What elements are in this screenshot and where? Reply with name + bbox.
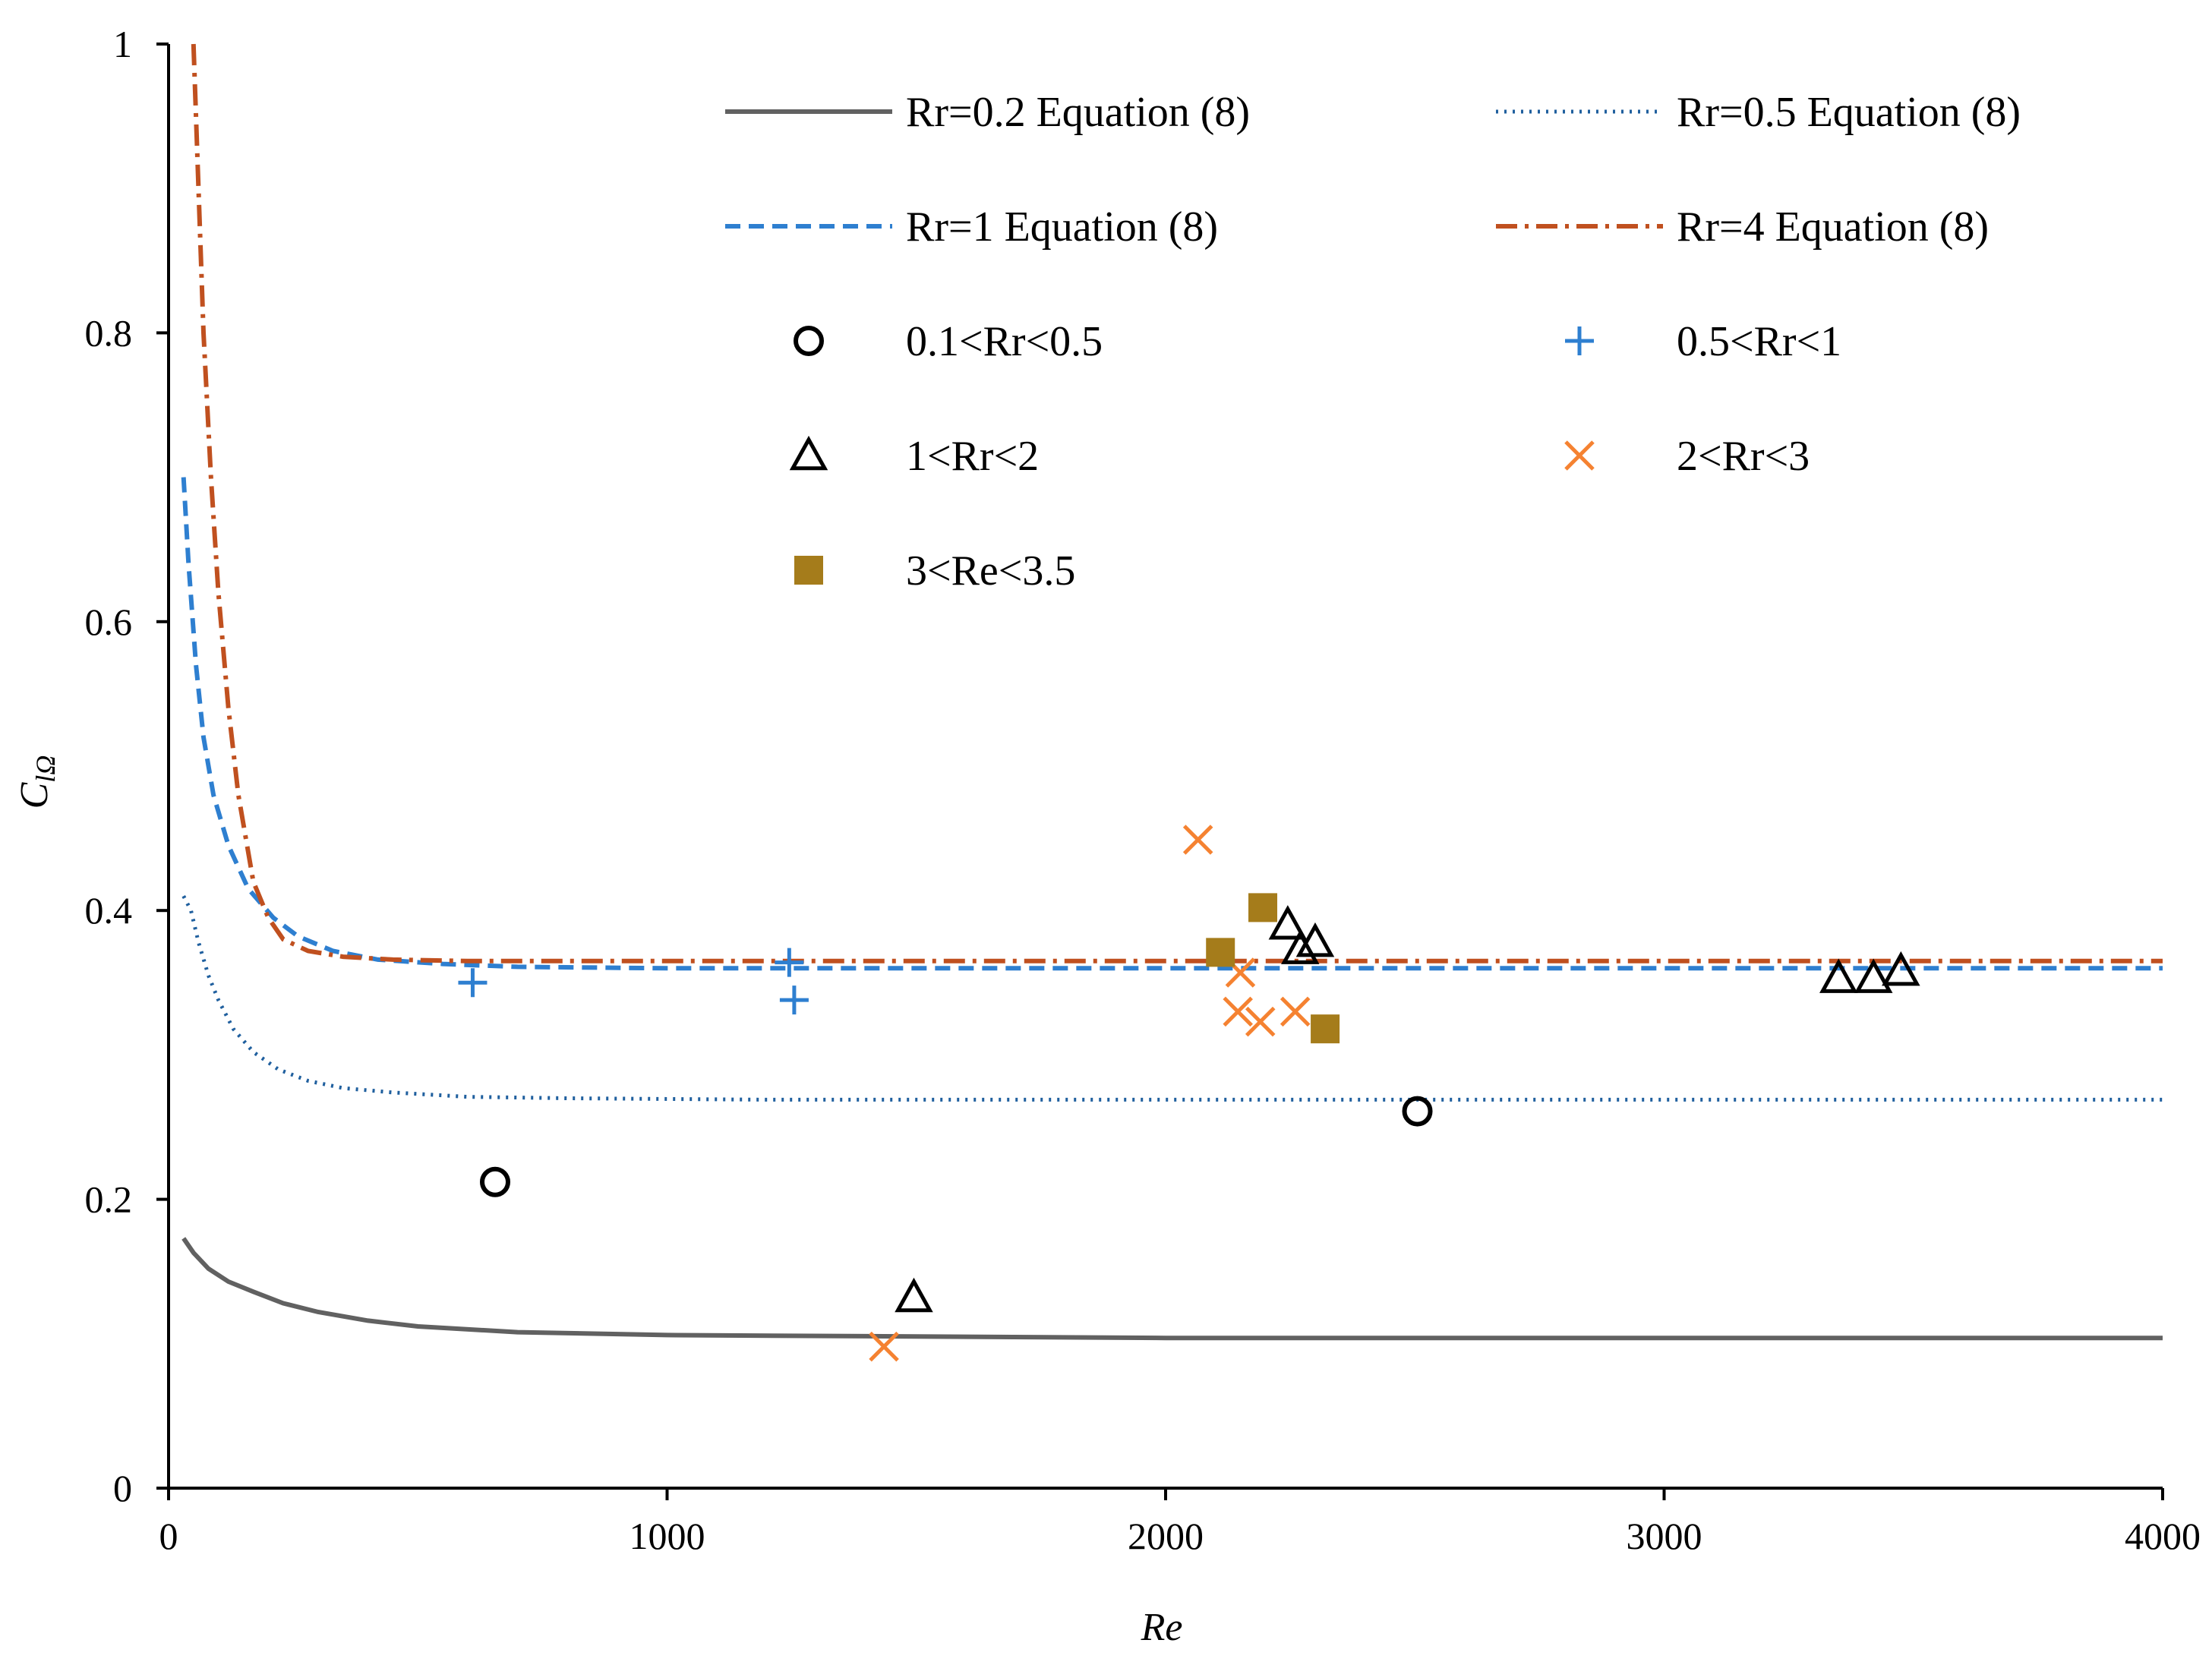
legend-marker-plus (1565, 326, 1594, 355)
data-point-triangle-5 (1819, 958, 1858, 993)
data-point-triangle-6 (1854, 958, 1893, 993)
data-point-square-2 (1248, 893, 1278, 922)
legend-marker-triangle (789, 435, 828, 471)
legend-marker-circle (794, 326, 824, 356)
plot-lines (181, 43, 2163, 1341)
legend-label: Rr=4 Equation (8) (1677, 203, 1989, 251)
legend-marker-x (1564, 440, 1595, 471)
legend-label: 0.5<Rr<1 (1677, 318, 1841, 365)
data-point-x-2 (1182, 825, 1213, 855)
data-point-x-5 (1245, 1006, 1276, 1037)
y-tick-label: 0.8 (85, 311, 133, 354)
data-point-plus-3 (779, 986, 809, 1015)
data-point-circle-1 (480, 1166, 511, 1197)
axes: 0 1000 2000 3000 4000 0 0.2 0.4 0.6 0.8 1 (85, 23, 2201, 1557)
y-tick-label: 0.4 (85, 889, 133, 932)
legend-label: Rr=0.5 Equation (8) (1677, 89, 2021, 136)
series-line-rr-0-2-equation-8 (181, 1237, 2163, 1341)
x-tick-label: 1000 (630, 1515, 705, 1557)
legend-label: 1<Rr<2 (906, 433, 1039, 480)
x-tick-label: 2000 (1128, 1515, 1204, 1557)
series-line-rr-4-equation-8 (191, 43, 2163, 963)
y-axis-title-subscript: lΩ (30, 755, 61, 783)
data-point-triangle-2 (1268, 905, 1308, 940)
x-tick-label: 0 (159, 1515, 178, 1557)
data-point-square-3 (1311, 1014, 1340, 1044)
y-tick-label: 0.2 (85, 1178, 133, 1221)
legend-label: 0.1<Rr<0.5 (906, 318, 1103, 365)
plot-markers (458, 825, 1920, 1362)
x-tick-label: 3000 (1627, 1515, 1702, 1557)
y-axis-title-main: C (13, 781, 56, 809)
data-point-square-1 (1206, 938, 1235, 967)
y-axis-title: ClΩ (13, 755, 61, 809)
data-point-triangle-4 (1295, 922, 1335, 957)
series-line-rr-0-5-equation-8 (181, 895, 2163, 1102)
legend-marker-square (794, 556, 823, 585)
data-point-x-6 (1280, 996, 1311, 1027)
data-point-x-1 (869, 1331, 899, 1362)
data-point-plus-2 (775, 948, 804, 977)
x-axis-title: Re (1141, 1606, 1183, 1649)
data-point-circle-2 (1402, 1096, 1433, 1127)
legend-label: 3<Re<3.5 (906, 547, 1075, 594)
y-tick-label: 1 (113, 23, 132, 65)
data-point-triangle-1 (895, 1277, 933, 1313)
data-point-triangle-7 (1882, 951, 1920, 986)
legend: Rr=0.2 Equation (8) Rr=0.5 Equation (8) Rr… (725, 89, 2021, 594)
legend-label: Rr=1 Equation (8) (906, 203, 1218, 251)
y-tick-label: 0 (113, 1467, 132, 1509)
legend-label: Rr=0.2 Equation (8) (906, 89, 1250, 136)
series-line-rr-1-equation-8 (181, 477, 2163, 971)
data-point-plus-1 (458, 968, 488, 998)
x-tick-label: 4000 (2125, 1515, 2201, 1557)
data-point-x-4 (1223, 996, 1253, 1027)
y-tick-label: 0.6 (85, 601, 133, 643)
data-point-triangle-3 (1281, 929, 1320, 964)
legend-label: 2<Rr<3 (1677, 433, 1810, 480)
